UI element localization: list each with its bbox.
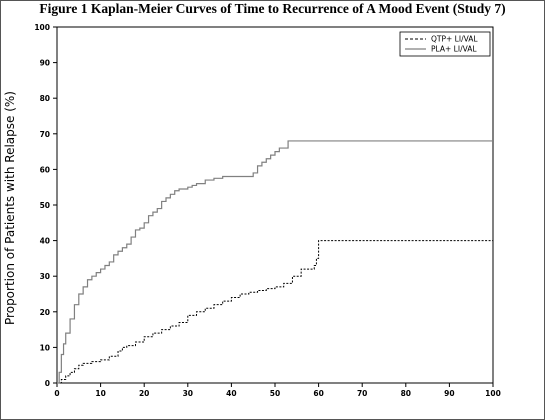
- x-tick-label: 30: [183, 389, 193, 398]
- y-tick-label: 80: [40, 94, 50, 103]
- y-axis-label: Proportion of Patients with Relapse (%): [3, 91, 17, 325]
- series-group: [57, 140, 493, 384]
- y-tick-label: 0: [45, 379, 50, 388]
- plot-frame: [56, 26, 494, 384]
- y-tick-label: 40: [40, 237, 50, 246]
- x-tick-label: 80: [401, 389, 411, 398]
- legend-label-qtp: QTP+ LI/VAL: [431, 35, 478, 44]
- legend-box: [399, 31, 491, 57]
- y-tick-label: 50: [40, 201, 50, 210]
- x-tick-label: 100: [485, 389, 501, 398]
- chart-title: Figure 1 Kaplan-Meier Curves of Time to …: [39, 1, 506, 16]
- x-tick-label: 20: [139, 389, 149, 398]
- y-tick-label: 100: [34, 23, 50, 32]
- legend-label-pla: PLA+ LI/VAL: [431, 45, 477, 54]
- x-tick-label: 70: [357, 389, 367, 398]
- legend: QTP+ LI/VAL PLA+ LI/VAL: [399, 31, 491, 57]
- series-line-qtp: [57, 240, 493, 384]
- x-ticks: 0 10 20 30 40 50 60 70 80 90 100: [54, 383, 501, 398]
- x-tick-label: 10: [95, 389, 105, 398]
- y-tick-label: 20: [40, 308, 50, 317]
- x-tick-label: 60: [313, 389, 323, 398]
- series-line-pla: [57, 140, 493, 384]
- x-tick-label: 0: [54, 389, 59, 398]
- x-tick-label: 90: [444, 389, 454, 398]
- y-ticks: 0 10 20 30 40 50 60 70 80 90 100: [34, 23, 57, 388]
- plot-area: [56, 26, 494, 384]
- x-tick-label: 50: [270, 389, 280, 398]
- y-tick-label: 70: [40, 130, 50, 139]
- y-tick-label: 60: [40, 165, 50, 174]
- y-tick-label: 10: [40, 343, 50, 352]
- y-tick-label: 90: [40, 59, 50, 68]
- y-tick-label: 30: [40, 272, 50, 281]
- x-tick-label: 40: [226, 389, 236, 398]
